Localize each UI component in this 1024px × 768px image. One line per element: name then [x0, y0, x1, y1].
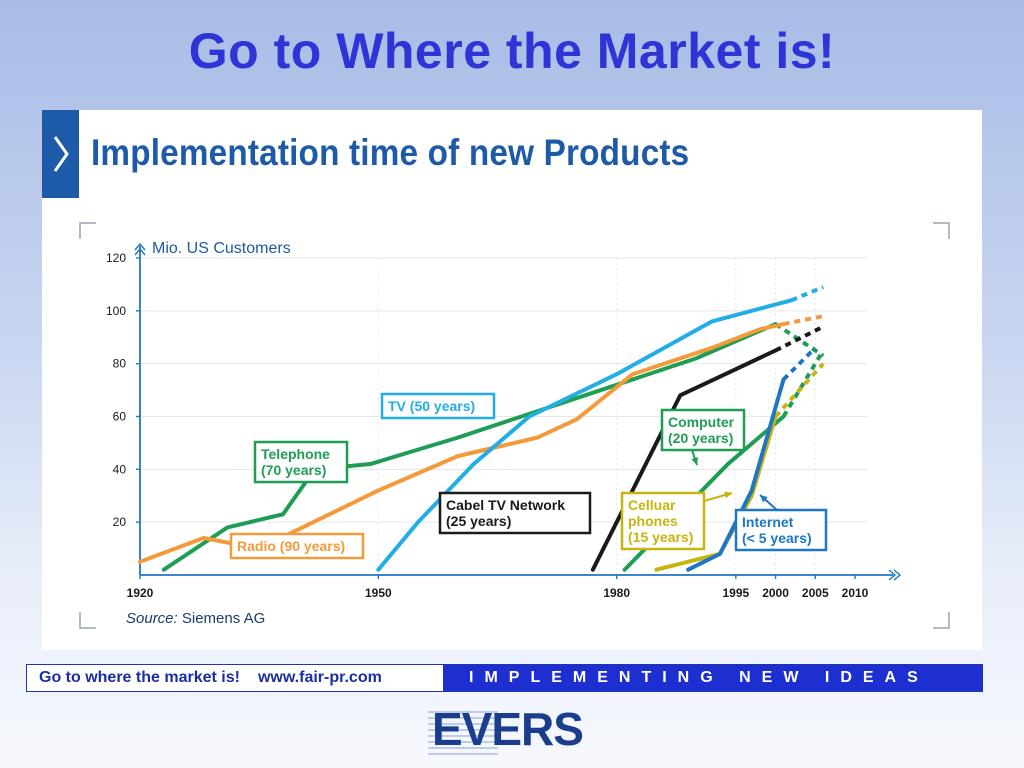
series-label-text: Radio (90 years) — [237, 538, 345, 554]
series-line — [161, 322, 778, 572]
series-label-frame — [438, 491, 592, 535]
y-tick-label: 40 — [113, 462, 127, 476]
series-label-duration: (70 years) — [261, 462, 326, 478]
source-value: Siemens AG — [182, 610, 265, 627]
footer-url[interactable]: www.fair-pr.com — [257, 669, 382, 686]
series-label-name: Internet — [742, 514, 794, 530]
footer-left: Go to where the market is! www.fair-pr.c… — [27, 665, 443, 691]
series-label-box: Telephone(70 years) — [253, 440, 349, 484]
series-line — [376, 298, 794, 572]
y-axis-label: Mio. US Customers — [152, 240, 291, 257]
series-label-box: Cabel TV Network(25 years) — [438, 491, 592, 535]
slide-title: Go to Where the Market is! — [188, 23, 836, 79]
corner-mark — [933, 612, 950, 629]
series-label-frame — [734, 508, 828, 552]
series-label-name: phones — [628, 513, 678, 529]
series-projection-line — [783, 314, 824, 327]
y-tick-label: 80 — [113, 357, 127, 371]
corner-mark — [79, 612, 96, 629]
series-projection-line — [774, 322, 825, 358]
series-label-frame — [229, 532, 365, 560]
series-label-frame — [660, 408, 746, 452]
tick-labels: 20 40 60 80 100 120 1920 1950 1980 1995 2000 2005 20… — [106, 251, 869, 600]
series-projection-line — [774, 362, 825, 418]
series-label-frame — [253, 440, 349, 484]
corner-marks — [79, 222, 950, 629]
footer-bar: Go to where the market is! www.fair-pr.c… — [26, 664, 983, 692]
axes — [134, 242, 902, 581]
x-axis-arrow-icon — [888, 569, 902, 581]
series-label-frame — [620, 491, 706, 551]
chevron-right-icon — [53, 136, 69, 172]
series-projection-line — [781, 349, 825, 418]
series-label-duration: (20 years) — [668, 430, 733, 446]
series-label-name: Cabel TV Network — [446, 497, 565, 513]
series-label-name: Celluar — [628, 497, 676, 513]
series-label-box: TV (50 years) — [380, 392, 496, 420]
series-label-name: Telephone — [261, 446, 330, 462]
series-label-name: Computer — [668, 414, 735, 430]
footer-slogan: Go to where the market is! — [39, 669, 240, 686]
logo-text: EVERS — [432, 703, 584, 755]
x-tick-label: 2000 — [762, 586, 789, 600]
x-tick-label: 2005 — [802, 586, 829, 600]
chart-panel: Implementation time of new Products 20 40… — [42, 110, 982, 650]
chevron-box — [42, 110, 79, 198]
series-label-text: TV (50 years) — [388, 398, 475, 414]
series-label-duration: (15 years) — [628, 529, 693, 545]
series-label-duration: (25 years) — [446, 513, 511, 529]
series-projection-line — [774, 324, 825, 353]
series-projection-line — [790, 285, 824, 303]
arrowhead-icon — [760, 495, 768, 503]
y-tick-label: 20 — [113, 515, 127, 529]
series-projection-line — [782, 346, 817, 381]
x-tick-label: 2010 — [842, 586, 869, 600]
series-label-frame — [380, 392, 496, 420]
y-tick-label: 60 — [113, 410, 127, 424]
x-tick-label: 1980 — [603, 586, 630, 600]
arrowhead-icon — [724, 491, 732, 499]
panel-heading: Implementation time of new Products — [91, 132, 690, 173]
source-note: Source: Siemens AG — [126, 610, 265, 627]
x-tick-label: 1950 — [365, 586, 392, 600]
series-label-box: Computer(20 years) — [660, 408, 746, 466]
line-chart: 20 40 60 80 100 120 1920 1950 1980 1995 2000 2005 20… — [79, 222, 950, 629]
x-tick-label: 1920 — [127, 586, 154, 600]
series-label-box: Internet(< 5 years) — [734, 494, 828, 552]
arrowhead-icon — [691, 457, 699, 465]
y-axis-arrow-icon — [134, 242, 146, 256]
x-tick-label: 1995 — [722, 586, 749, 600]
corner-mark — [933, 222, 950, 239]
y-tick-label: 100 — [106, 304, 126, 318]
y-tick-label: 120 — [106, 251, 126, 265]
series-label-box: Radio (90 years) — [229, 532, 365, 560]
corner-mark — [79, 222, 96, 239]
source-label: Source: — [126, 610, 182, 627]
series-labels: Telephone(70 years) Radio (90 years) TV (5… — [229, 392, 828, 560]
series-label-duration: (< 5 years) — [742, 530, 812, 546]
footer-tagline: IMPLEMENTING NEW IDEAS — [443, 665, 982, 691]
evers-logo — [428, 711, 498, 755]
